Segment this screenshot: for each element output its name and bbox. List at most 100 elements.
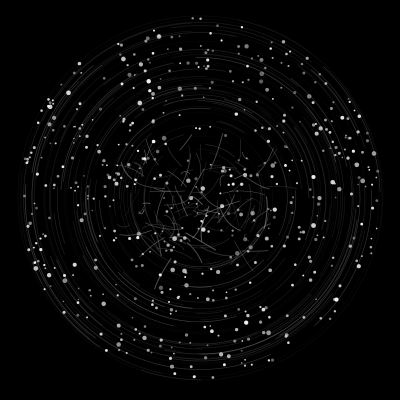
particle xyxy=(206,64,210,68)
particle xyxy=(116,164,119,167)
particle xyxy=(311,174,316,180)
particle xyxy=(317,196,322,201)
orbit-trail xyxy=(144,188,172,247)
core-trail xyxy=(178,213,193,220)
core-trail xyxy=(235,161,248,169)
particle xyxy=(306,94,312,99)
core-trail xyxy=(191,195,203,205)
particle xyxy=(130,258,134,262)
particle xyxy=(132,53,136,56)
particle xyxy=(206,48,210,52)
core-trail xyxy=(219,175,225,187)
orbit-trail xyxy=(31,261,100,348)
particle xyxy=(159,78,162,80)
particle xyxy=(243,173,248,178)
orbit-trail xyxy=(310,69,359,137)
particle xyxy=(54,142,57,145)
orbit-trail xyxy=(195,311,223,314)
particle xyxy=(337,151,341,155)
core-trail xyxy=(195,152,202,178)
particle xyxy=(237,52,240,55)
particle xyxy=(138,332,141,335)
orbit-trail xyxy=(59,100,85,143)
particle xyxy=(128,129,131,132)
particle xyxy=(338,284,342,288)
orbit-trail xyxy=(82,255,175,327)
particle xyxy=(131,316,134,319)
particle xyxy=(88,289,91,292)
orbit-trail xyxy=(285,122,314,241)
particle xyxy=(44,234,47,238)
orbit-trail xyxy=(122,327,185,349)
orbit-trail xyxy=(119,51,310,101)
particle xyxy=(197,66,200,68)
particle xyxy=(370,237,373,240)
particle xyxy=(179,239,183,242)
particle xyxy=(74,189,76,192)
orbit-trail xyxy=(44,185,167,350)
particle xyxy=(349,136,352,140)
particle xyxy=(206,58,210,62)
particle xyxy=(217,334,220,337)
particle xyxy=(324,118,327,122)
orbit-trail xyxy=(163,98,253,114)
particle xyxy=(244,310,247,313)
core-trail xyxy=(156,191,165,224)
particle xyxy=(151,303,154,306)
orbit-trail xyxy=(119,87,207,123)
particle xyxy=(270,358,275,362)
particle xyxy=(37,259,40,263)
particle xyxy=(226,354,231,359)
particle xyxy=(119,43,123,47)
core-trail xyxy=(174,202,195,213)
particle xyxy=(62,310,66,314)
particle xyxy=(207,230,210,233)
particle xyxy=(291,196,295,199)
particle xyxy=(197,227,200,230)
particle xyxy=(25,161,29,165)
particle xyxy=(101,163,104,166)
orbit-trail xyxy=(31,81,80,263)
particle xyxy=(354,162,360,168)
particle xyxy=(243,108,246,111)
particle xyxy=(305,56,309,60)
particle xyxy=(117,42,120,46)
particle xyxy=(223,314,227,318)
core-trail xyxy=(184,169,193,175)
particle xyxy=(165,210,169,213)
particle xyxy=(272,207,277,212)
particle xyxy=(184,283,189,288)
particle xyxy=(314,122,317,126)
orbit-trail xyxy=(171,54,315,112)
particle xyxy=(83,175,85,177)
particle xyxy=(179,47,183,51)
particle xyxy=(291,106,294,109)
particle xyxy=(181,94,184,97)
particle xyxy=(178,341,181,344)
particle xyxy=(23,194,26,198)
particle xyxy=(328,317,332,321)
particle xyxy=(23,157,27,161)
particle xyxy=(204,51,208,55)
particle xyxy=(244,44,249,49)
particle xyxy=(169,288,172,291)
core-trail xyxy=(230,250,242,265)
particle xyxy=(192,375,196,379)
particle xyxy=(28,221,32,225)
orbit-trail xyxy=(74,30,193,88)
core-trail xyxy=(259,186,298,189)
particle xyxy=(193,86,197,90)
orbit-trail xyxy=(230,186,366,361)
particle xyxy=(153,157,157,161)
particle xyxy=(223,169,227,173)
particle xyxy=(261,126,264,130)
particle xyxy=(231,182,235,186)
particle xyxy=(291,159,294,162)
particle xyxy=(343,148,346,151)
particle xyxy=(91,118,94,121)
particle xyxy=(364,185,367,188)
core-trail xyxy=(156,234,162,257)
particle xyxy=(72,274,75,277)
orbit-ring xyxy=(65,63,335,333)
particle xyxy=(352,236,356,240)
